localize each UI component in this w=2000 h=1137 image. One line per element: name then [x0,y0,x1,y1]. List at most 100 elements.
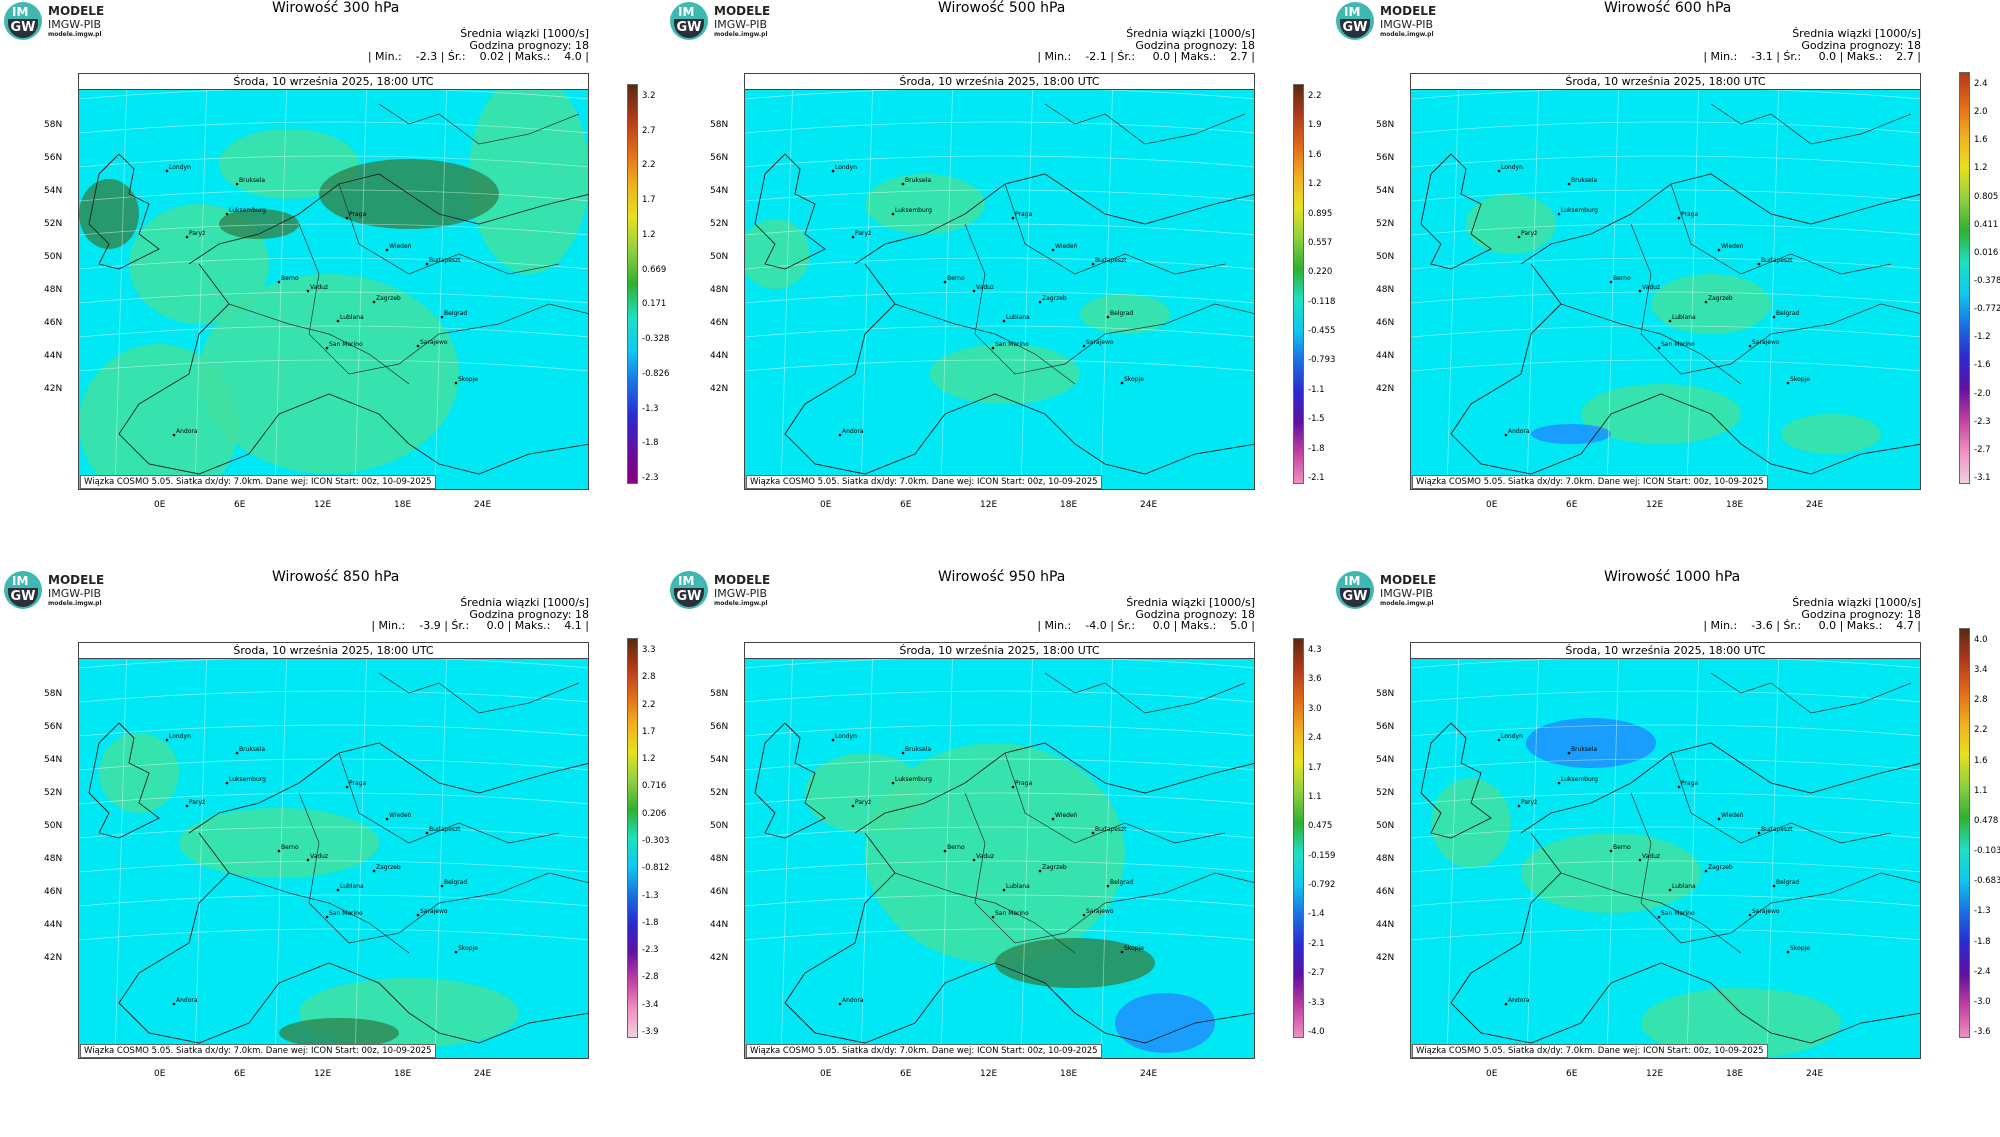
footnote: Wiązka COSMO 5.05. Siatka dx/dy: 7.0km. … [80,475,436,489]
city-label: Belgrad [1776,879,1800,886]
colorbar-label: -0.683 [1974,876,2000,887]
colorbar-label: 2.4 [1308,733,1322,744]
lat-label: 58N [710,120,729,130]
lat-label: 42N [710,953,729,963]
lat-label: 46N [1376,318,1395,328]
city-label: Londyn [835,733,857,740]
lat-label: 52N [710,219,729,229]
city-label: Berno [1613,844,1631,851]
lat-label: 56N [710,153,729,163]
city-label: Praga [349,780,367,787]
city-label: Wiedeń [1055,243,1078,250]
city-label: Berno [1613,275,1631,282]
lon-label: 24E [474,500,492,510]
city-label: Londyn [1501,164,1523,171]
city-label: San Marino [329,341,363,348]
colorbar-label: 0.475 [1308,821,1333,832]
colorbar-label: -3.4 [642,999,659,1010]
city-label: Zagrzeb [376,864,401,871]
lat-label: 48N [44,854,63,864]
date-header: Środa, 10 września 2025, 18:00 UTC [1410,73,1921,90]
logo-url: modele.imgw.pl [714,600,768,607]
lat-label: 42N [1376,953,1395,963]
colorbar-label: -1.3 [642,403,659,414]
city-label: Londyn [169,164,191,171]
lat-label: 42N [44,384,63,394]
forecast-hour: Godzina prognozy: 18 [1801,607,1921,621]
colorbar-label: -1.6 [1974,360,1991,371]
forecast-hour: Godzina prognozy: 18 [469,38,589,52]
lat-label: 52N [44,788,63,798]
colorbar-label: -3.6 [1974,1027,1991,1037]
logo-url: modele.imgw.pl [714,31,768,38]
imgw-logo-icon: IM GW [4,571,42,609]
colorbar-label: -2.3 [1974,416,1991,427]
city-label: Zagrzeb [1708,864,1733,871]
city-label: Lublana [1672,314,1696,321]
stats-line: | Min.: -2.1 | Śr.: 0.0 | Maks.: 2.7 | [1037,50,1255,63]
colorbar-label: 0.895 [1308,208,1333,219]
imgw-logo: IM GW MODELE IMGW-PIB modele.imgw.pl [1336,571,1446,611]
colorbar-label: -2.3 [642,945,659,956]
panel-title: Wirowość 850 hPa [272,569,400,585]
city-label: Bruksela [905,177,932,184]
colorbar-label: -2.7 [1308,968,1325,979]
city-label: Luksemburg [1561,776,1598,783]
lon-label: 12E [980,500,998,510]
imgw-logo: IM GW MODELE IMGW-PIB modele.imgw.pl [4,571,114,611]
colorbar-label: -0.826 [642,368,670,379]
city-label: Berno [281,844,299,851]
lon-label: 24E [1806,500,1824,510]
colorbar-label: 2.2 [642,160,656,171]
colorbar-label: -0.792 [1308,880,1336,891]
colorbar-label: 1.7 [1308,762,1322,773]
city-label: Praga [1681,780,1699,787]
lat-label: 42N [44,953,63,963]
subtitle-label: Średnia wiązki [1000/s] [1126,27,1255,40]
forecast-hour: Godzina prognozy: 18 [469,607,589,621]
panel-title: Wirowość 300 hPa [272,0,400,16]
logo-line2: IMGW-PIB [714,587,768,600]
panel-title: Wirowość 600 hPa [1604,0,1732,16]
imgw-logo-icon: IM GW [670,2,708,40]
colorbar-label: -3.0 [1974,996,1991,1007]
colorbar-label: 4.3 [1308,645,1322,655]
logo-line2: IMGW-PIB [1380,587,1434,600]
logo-url: modele.imgw.pl [1380,600,1434,607]
colorbar-label: -0.793 [1308,355,1336,366]
lat-label: 52N [1376,219,1395,229]
logo-line2: IMGW-PIB [48,587,102,600]
colorbar-label: -2.0 [1974,388,1991,399]
city-label: Sarajewo [420,339,448,346]
colorbar-label: -0.772 [1974,304,2000,315]
vorticity-map: Londyn Bruksela Luksemburg Paryż Praga Wiedeń… [744,642,1255,1059]
city-label: Andora [1508,997,1530,1004]
colorbar-label: 2.4 [1974,79,1988,89]
city-label: Lublana [340,314,364,321]
city-label: Londyn [835,164,857,171]
lat-label: 58N [44,689,63,699]
imgw-logo-icon: IM GW [670,571,708,609]
colorbar-label: 1.2 [642,754,656,765]
forecast-hour: Godzina prognozy: 18 [1135,607,1255,621]
lat-label: 58N [710,689,729,699]
lat-label: 48N [710,285,729,295]
logo-line1: MODELE [48,4,105,18]
city-label: Bruksela [239,177,266,184]
subtitle-label: Średnia wiązki [1000/s] [460,27,589,40]
lon-label: 12E [980,1069,998,1079]
logo-line2: IMGW-PIB [1380,18,1434,31]
imgw-logo-icon: IM GW [4,2,42,40]
city-label: Luksemburg [1561,207,1598,214]
city-label: Budapeszt [429,257,461,264]
colorbar-label: -1.3 [642,890,659,901]
panel-info: Średnia wiązki [1000/s] Godzina prognozy… [1703,597,1921,632]
colorbar [1293,638,1304,1038]
city-label: Lublana [340,883,364,890]
city-label: Wiedeń [1055,812,1078,819]
city-label: Sarajewo [1086,908,1114,915]
stats-line: | Min.: -3.6 | Śr.: 0.0 | Maks.: 4.7 | [1703,619,1921,632]
city-label: Bruksela [1571,746,1598,753]
colorbar-label: 2.7 [642,125,656,136]
lon-label: 0E [154,1069,166,1079]
